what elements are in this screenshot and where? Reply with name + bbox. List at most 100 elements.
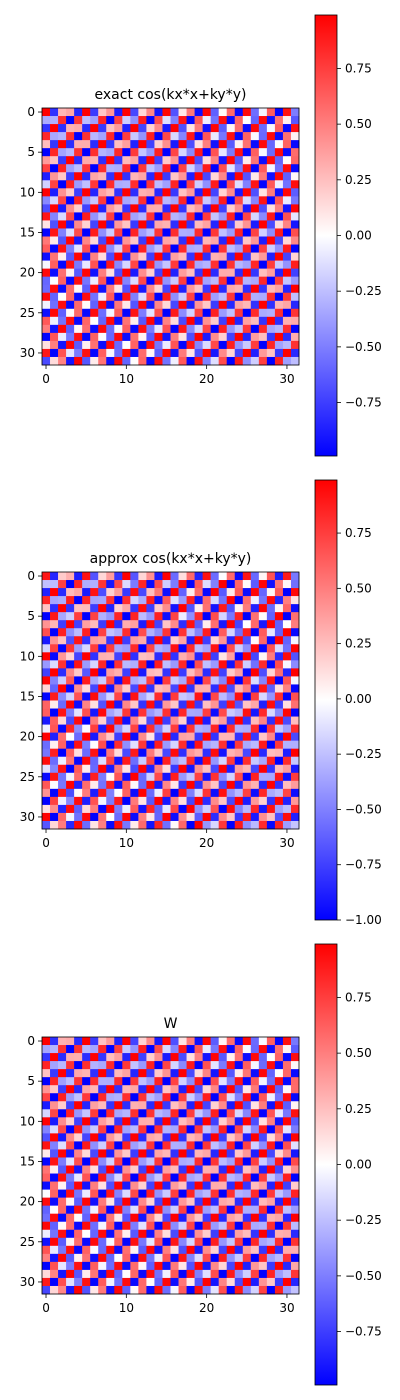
heatmap-cell <box>186 140 195 149</box>
heatmap-cell <box>274 1285 284 1295</box>
heatmap-cell <box>210 620 220 629</box>
heatmap-cell <box>58 644 67 653</box>
heatmap-cell <box>282 708 292 717</box>
heatmap-cell <box>258 1149 268 1158</box>
heatmap-cell <box>130 1093 139 1102</box>
heatmap-cell <box>226 116 236 125</box>
heatmap-cell <box>122 1237 131 1247</box>
heatmap-cell <box>146 1181 155 1190</box>
heatmap-cell <box>58 1125 67 1134</box>
heatmap-cell <box>226 580 236 589</box>
heatmap-cell <box>282 1173 292 1182</box>
heatmap-cell <box>146 196 155 205</box>
heatmap-cell <box>138 1045 147 1054</box>
heatmap-cell <box>234 1181 244 1190</box>
heatmap-cell <box>234 628 244 637</box>
heatmap-cell <box>210 1045 220 1054</box>
heatmap-cell <box>290 1205 300 1215</box>
heatmap-cell <box>194 204 203 213</box>
heatmap-cell <box>226 572 236 581</box>
heatmap-cell <box>282 140 292 149</box>
heatmap-cell <box>274 324 284 334</box>
heatmap-cell <box>170 1253 179 1263</box>
heatmap-cell <box>218 220 228 229</box>
heatmap-cell <box>122 108 131 117</box>
heatmap-cell <box>122 188 131 197</box>
heatmap-cell <box>170 180 179 189</box>
heatmap-cell <box>242 180 252 189</box>
heatmap-cell <box>74 1221 83 1231</box>
heatmap-cell <box>90 588 99 597</box>
heatmap-cell <box>138 620 147 629</box>
heatmap-cell <box>42 124 51 133</box>
heatmap-cell <box>42 260 51 269</box>
heatmap-cell <box>226 300 236 310</box>
heatmap-cell <box>210 268 220 278</box>
heatmap-cell <box>226 692 236 701</box>
heatmap-cell <box>130 108 139 117</box>
heatmap-cell <box>226 1101 236 1110</box>
heatmap-cell <box>194 260 203 269</box>
heatmap-cell <box>282 268 292 278</box>
heatmap-cell <box>242 1165 252 1174</box>
heatmap-cell <box>234 116 244 125</box>
heatmap-cell <box>90 292 99 302</box>
heatmap-cell <box>210 668 220 677</box>
heatmap-cell <box>114 612 123 621</box>
heatmap-cell <box>210 1141 220 1150</box>
heatmap-cell <box>138 716 147 725</box>
heatmap-cell <box>186 812 195 822</box>
heatmap-cell <box>138 692 147 701</box>
heatmap-cell <box>282 652 292 661</box>
heatmap-cell <box>282 668 292 677</box>
heatmap-cell <box>74 132 83 141</box>
heatmap-cell <box>130 628 139 637</box>
heatmap-cell <box>242 140 252 149</box>
heatmap-cell <box>178 140 187 149</box>
heatmap-cell <box>66 1125 75 1134</box>
heatmap-cell <box>242 1197 252 1207</box>
heatmap-cell <box>42 1205 51 1215</box>
heatmap-cell <box>74 1069 83 1078</box>
heatmap-cell <box>258 116 268 125</box>
heatmap-cell <box>234 820 244 830</box>
heatmap-cell <box>242 1213 252 1223</box>
heatmap-cell <box>82 620 91 629</box>
heatmap-cell <box>194 812 203 822</box>
heatmap-cell <box>250 244 260 253</box>
heatmap-cell <box>138 1149 147 1158</box>
heatmap-cell <box>90 348 99 358</box>
heatmap-cell <box>82 188 91 197</box>
heatmap-cell <box>74 332 83 342</box>
heatmap-cell <box>178 620 187 629</box>
heatmap-cell <box>202 1285 212 1295</box>
heatmap-cell <box>138 196 147 205</box>
heatmap-cell <box>194 316 203 326</box>
heatmap-cell <box>274 764 284 774</box>
heatmap-cell <box>50 772 59 782</box>
heatmap-cell <box>186 676 195 685</box>
heatmap-cell <box>210 812 220 822</box>
heatmap-cell <box>234 1045 244 1054</box>
heatmap-cell <box>98 268 107 278</box>
heatmap-cell <box>242 596 252 605</box>
heatmap-cell <box>202 804 212 814</box>
heatmap-cell <box>138 1069 147 1078</box>
heatmap-cell <box>202 1061 212 1070</box>
heatmap-cell <box>66 204 75 213</box>
heatmap-cell <box>66 236 75 245</box>
heatmap-cell <box>170 124 179 133</box>
heatmap-cell <box>50 1205 59 1215</box>
y-tick-label: 5 <box>27 1074 35 1088</box>
heatmap-cell <box>122 804 131 814</box>
heatmap-cell <box>274 268 284 278</box>
heatmap-cell <box>82 1061 91 1070</box>
y-tick-label: 10 <box>20 649 35 663</box>
heatmap-cell <box>258 716 268 725</box>
heatmap-cell <box>226 196 236 205</box>
heatmap-cell <box>202 796 212 806</box>
heatmap-cell <box>138 780 147 790</box>
heatmap-cell <box>130 588 139 597</box>
heatmap-cell <box>202 780 212 790</box>
heatmap-cell <box>138 1237 147 1247</box>
